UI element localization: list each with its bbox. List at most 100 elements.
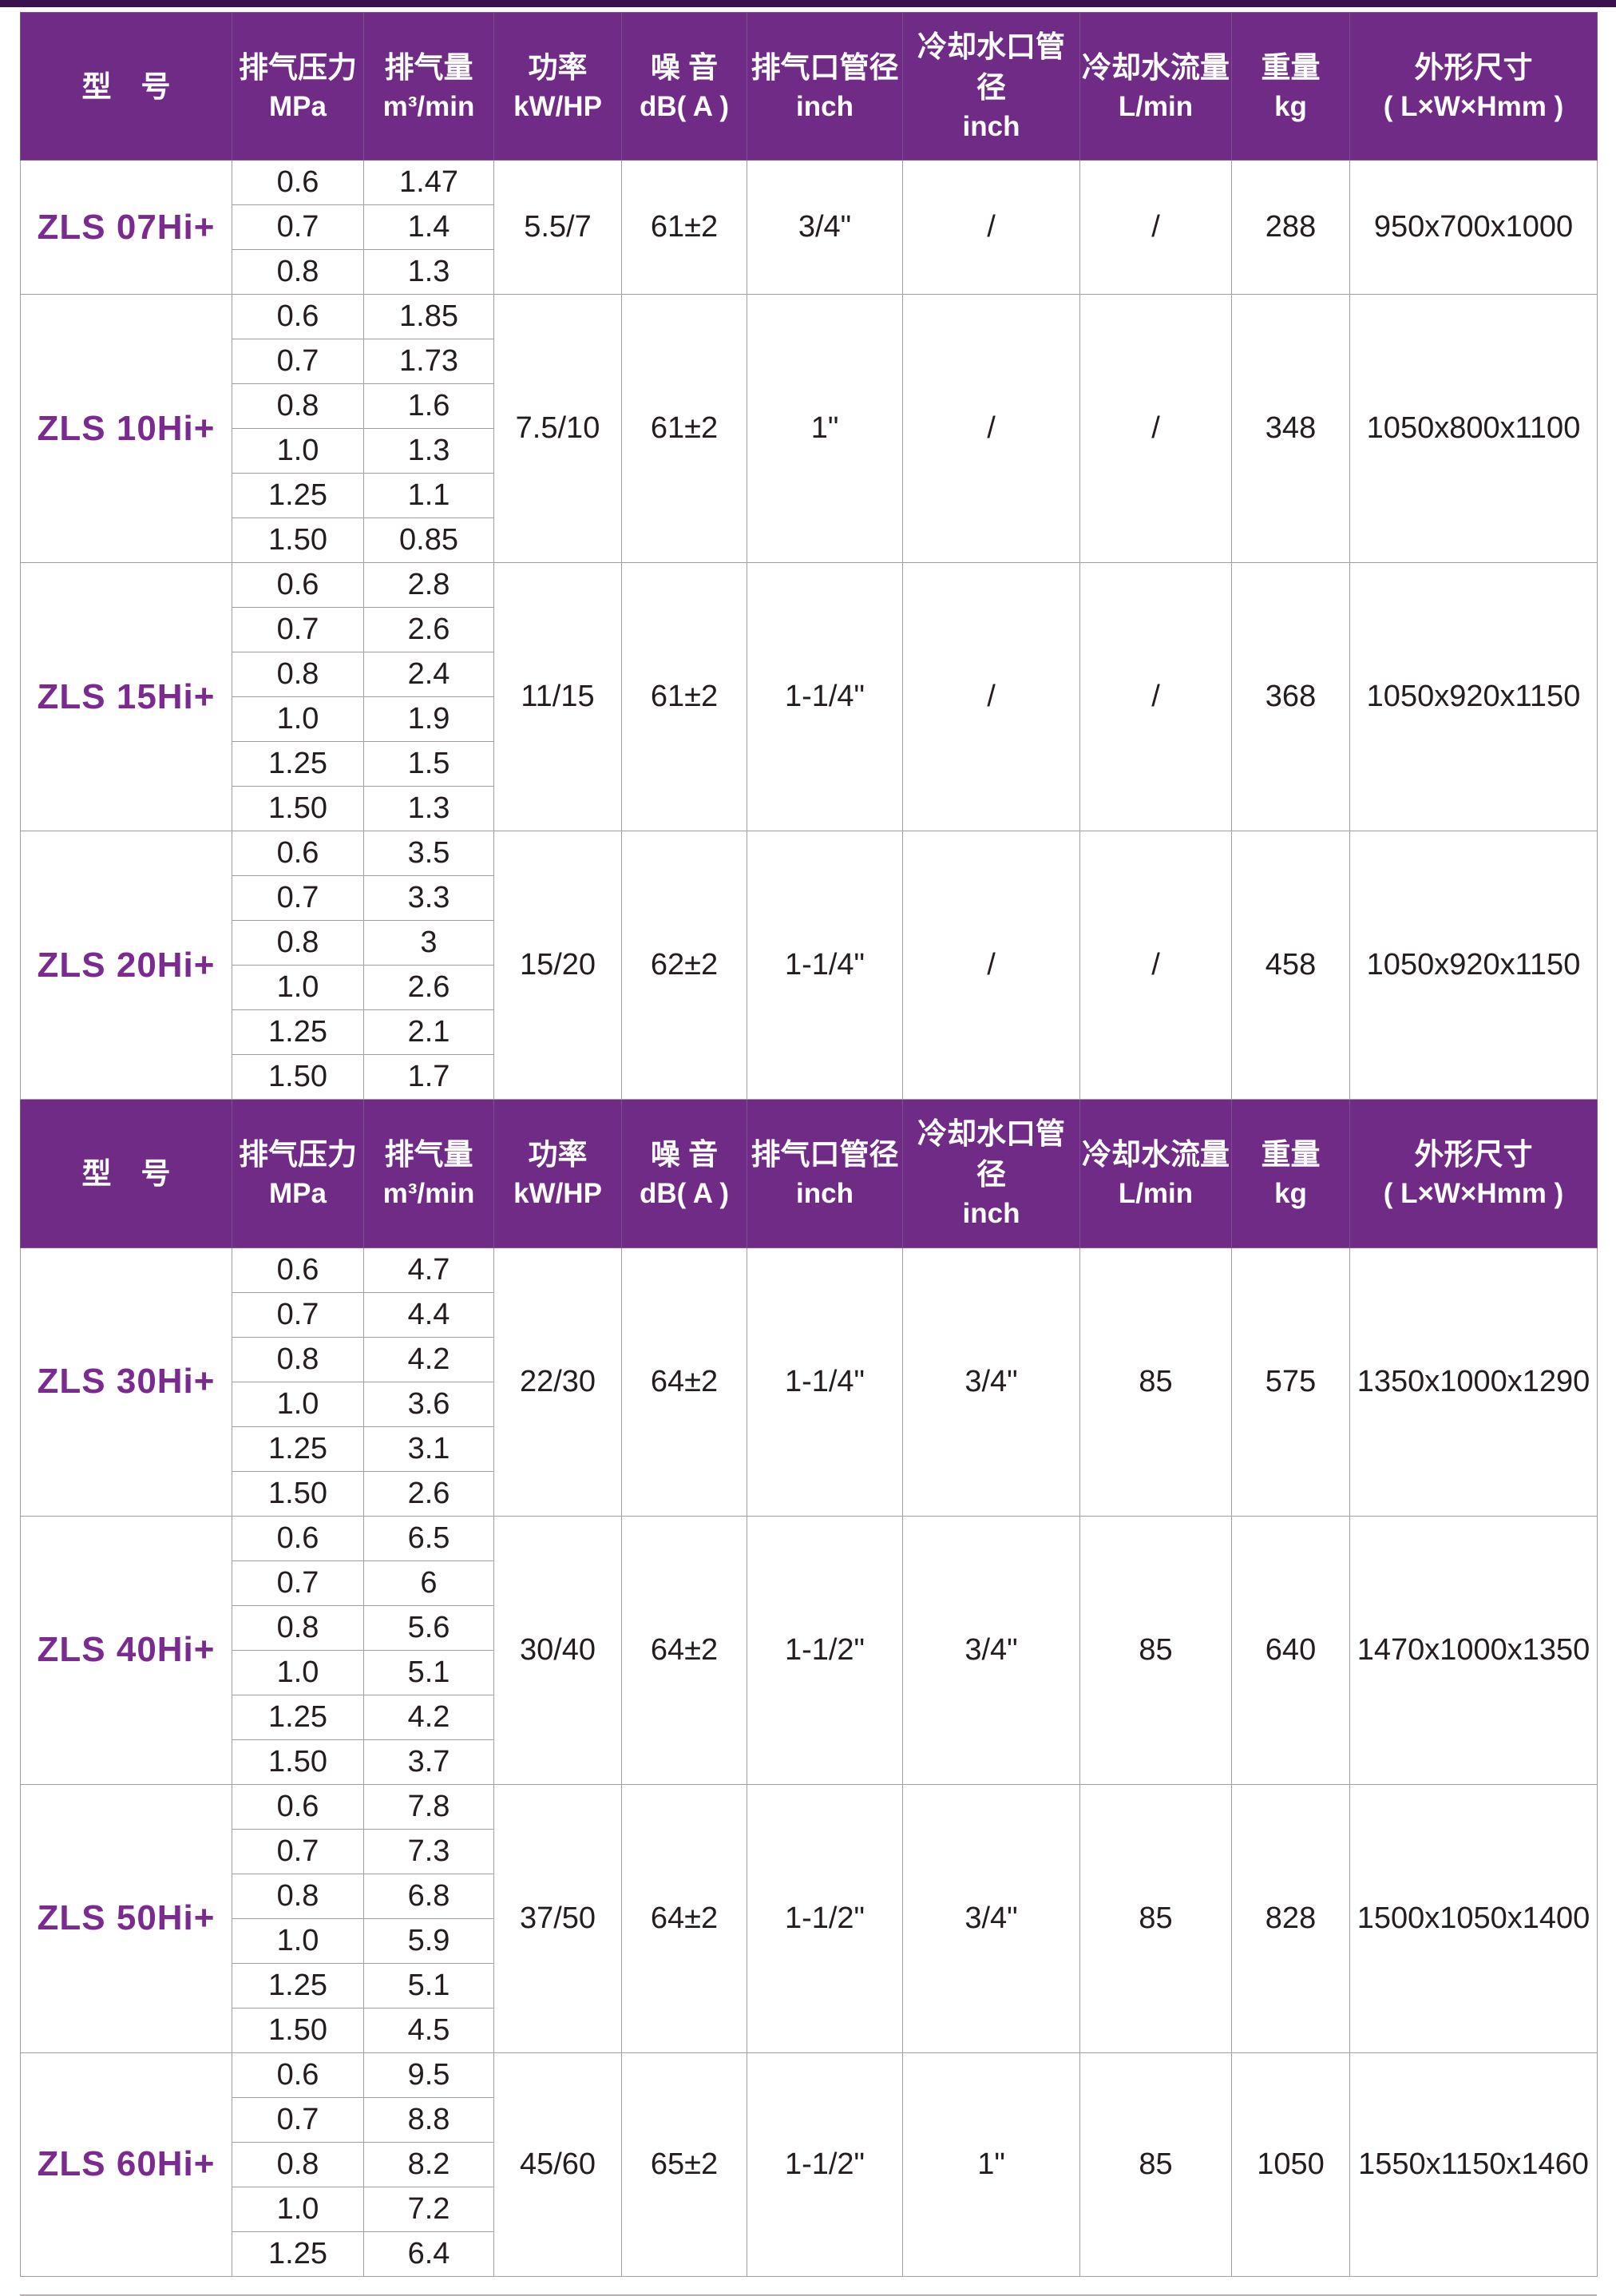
volume-value: 0.85 — [363, 517, 494, 564]
model-name: ZLS 07Hi+ — [20, 160, 232, 295]
volume-value: 1.4 — [363, 204, 494, 251]
column-title: 排气量 — [384, 50, 473, 84]
pressure-value: 0.7 — [232, 339, 364, 385]
spec-row: 1.50 1.3 — [21, 786, 1598, 832]
column-unit: inch — [962, 111, 1020, 143]
volume-value: 2.1 — [363, 1009, 494, 1056]
model-name: ZLS 60Hi+ — [20, 2052, 232, 2277]
power-value: 37/50 — [493, 1783, 622, 2053]
pressure-value: 0.8 — [232, 249, 364, 295]
outlet-diameter-value: 1-1/2" — [747, 1783, 903, 2053]
column-header-power: 功率 kW/HP — [493, 11, 622, 161]
column-header-outlet: 排气口管径 inch — [747, 1099, 903, 1248]
coolant-port-value: 1" — [902, 2052, 1080, 2277]
weight-value: 1050 — [1231, 2052, 1350, 2277]
coolant-flow-value: / — [1079, 294, 1232, 564]
column-unit: m³/min — [382, 1177, 475, 1209]
column-header-dimensions: 外形尺寸 ( L×W×Hmm ) — [1349, 1099, 1598, 1248]
volume-value: 2.8 — [363, 562, 494, 609]
coolant-port-value: 3/4" — [902, 1515, 1080, 1785]
volume-value: 3.1 — [363, 1426, 494, 1472]
column-header-pressure: 排气压力 MPa — [232, 1099, 364, 1248]
spec-row: 1.0 1.3 — [21, 428, 1598, 474]
pressure-value: 0.6 — [232, 160, 364, 206]
column-title: 型 号 — [81, 1157, 171, 1191]
pressure-value: 0.8 — [232, 2141, 364, 2187]
pressure-value: 0.6 — [232, 1515, 364, 1561]
column-unit: dB( A ) — [639, 1177, 730, 1209]
model-name: ZLS 30Hi+ — [20, 1247, 232, 1517]
power-value: 15/20 — [493, 831, 622, 1100]
spec-row: 0.7 4.4 — [21, 1291, 1598, 1338]
column-unit: kW/HP — [513, 1177, 602, 1209]
spec-row: 0.8 6.8 — [21, 1873, 1598, 1919]
outlet-diameter-value: 1-1/4" — [747, 562, 903, 832]
volume-value: 7.3 — [363, 1828, 494, 1874]
column-title: 功率 — [528, 50, 588, 84]
pressure-value: 0.8 — [232, 383, 364, 430]
pressure-value: 0.8 — [232, 652, 364, 698]
spec-row: 1.25 4.2 — [21, 1694, 1598, 1740]
spec-row: 1.0 5.1 — [21, 1649, 1598, 1695]
column-unit: ( L×W×Hmm ) — [1383, 90, 1564, 122]
model-name: ZLS 15Hi+ — [20, 562, 232, 832]
column-unit: inch — [796, 1177, 854, 1209]
spec-row: ZLS 40Hi+ 0.6 6.5 30/40 64±2 1-1/2" 3/4" 85 640 1… — [20, 1515, 1598, 1785]
pressure-value: 0.6 — [232, 2052, 364, 2098]
outlet-diameter-value: 1-1/4" — [747, 831, 903, 1100]
pressure-value: 1.25 — [232, 1426, 364, 1472]
pressure-value: 1.25 — [232, 741, 364, 787]
column-header-coolant-port: 冷却水口管径 inch — [902, 11, 1080, 161]
pressure-value: 0.6 — [232, 1783, 364, 1830]
volume-value: 1.3 — [363, 249, 494, 295]
volume-value: 1.6 — [363, 383, 494, 430]
volume-value: 8.2 — [363, 2141, 494, 2187]
column-title: 外形尺寸 — [1414, 50, 1533, 84]
column-title: 冷却水流量 — [1082, 1137, 1230, 1171]
volume-value: 4.5 — [363, 2007, 494, 2053]
noise-value: 64±2 — [621, 1247, 747, 1517]
spec-row: ZLS 60Hi+ 0.6 9.5 45/60 65±2 1-1/2" 1" 85 1050 15… — [20, 2052, 1598, 2277]
column-unit: L/min — [1118, 90, 1194, 122]
volume-value: 1.1 — [363, 473, 494, 519]
column-title: 功率 — [528, 1137, 588, 1171]
volume-value: 6.5 — [363, 1515, 494, 1561]
spec-row: 0.7 7.3 — [21, 1828, 1598, 1874]
column-header-volume: 排气量 m³/min — [363, 11, 494, 161]
column-unit: kg — [1274, 90, 1307, 122]
pressure-value: 1.25 — [232, 1009, 364, 1056]
spec-row: 0.7 1.4 — [21, 204, 1598, 251]
column-title: 噪 音 — [650, 50, 719, 84]
dimensions-value: 1470x1000x1350 — [1349, 1515, 1598, 1785]
power-value: 11/15 — [493, 562, 622, 832]
spec-row: ZLS 10Hi+ 0.6 1.85 7.5/10 61±2 1" //348 1050x80… — [20, 294, 1598, 564]
pressure-value: 1.0 — [232, 1917, 364, 1964]
pressure-value: 0.7 — [232, 2096, 364, 2143]
volume-value: 2.6 — [363, 607, 494, 653]
column-unit: dB( A ) — [639, 90, 730, 122]
coolant-port-value: 3/4" — [902, 1783, 1080, 2053]
volume-value: 2.6 — [363, 965, 494, 1011]
volume-value: 1.7 — [363, 1054, 494, 1100]
column-header-model: 型 号 — [20, 1099, 232, 1248]
spec-row: 1.25 3.1 — [21, 1426, 1598, 1472]
weight-value: 458 — [1231, 831, 1350, 1100]
volume-value: 6.8 — [363, 1873, 494, 1919]
column-unit: inch — [962, 1198, 1020, 1230]
volume-value: 3 — [363, 920, 494, 966]
volume-value: 2.4 — [363, 652, 494, 698]
spec-row: 1.25 5.1 — [21, 1962, 1598, 2009]
power-value: 22/30 — [493, 1247, 622, 1517]
spec-row: 1.50 0.85 — [21, 517, 1598, 564]
spec-row: 1.50 1.7 — [21, 1054, 1598, 1100]
volume-value: 8.8 — [363, 2096, 494, 2143]
pressure-value: 1.50 — [232, 1739, 364, 1785]
volume-value: 1.47 — [363, 160, 494, 206]
volume-value: 9.5 — [363, 2052, 494, 2098]
pressure-value: 1.50 — [232, 786, 364, 832]
volume-value: 7.8 — [363, 1783, 494, 1830]
dimensions-value: 1500x1050x1400 — [1349, 1783, 1598, 2053]
outlet-diameter-value: 1-1/2" — [747, 1515, 903, 1785]
coolant-flow-value: 85 — [1079, 1783, 1232, 2053]
